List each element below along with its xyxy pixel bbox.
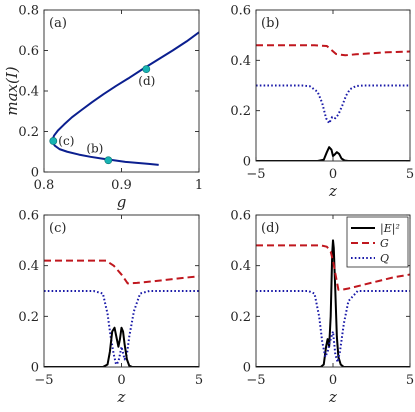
x-tick-label: −5 [34, 373, 53, 388]
x-axis-label: z [117, 388, 126, 406]
y-tick-label: 0.6 [230, 4, 251, 19]
y-tick-label: 0.4 [230, 259, 251, 274]
y-tick-label: 0 [31, 166, 39, 181]
y-tick-label: 0 [31, 361, 39, 376]
x-tick-label: 0.8 [34, 178, 55, 193]
y-axis-label: max(I) [3, 66, 21, 115]
y-tick-label: 0 [243, 155, 251, 170]
series-G-line [256, 244, 410, 291]
marker-point [49, 137, 58, 145]
y-tick-label: 0.4 [18, 259, 39, 274]
series-G-line [256, 44, 410, 57]
x-tick-label: 5 [406, 373, 414, 388]
legend: |E|²GQ [346, 216, 409, 268]
marker-label: (b) [86, 141, 103, 155]
y-tick-label: 0.2 [18, 125, 39, 140]
x-tick-label: 0 [329, 373, 337, 388]
marker-label: (c) [58, 134, 74, 148]
x-tick-label: 5 [195, 373, 203, 388]
y-tick-label: 0.2 [230, 104, 251, 119]
panel-label: (c) [49, 221, 66, 236]
y-tick-label: 0.2 [230, 310, 251, 325]
panel-c: −5 0 500.20.40.6z(c) [18, 209, 203, 407]
x-tick-label: 0.9 [111, 178, 132, 193]
x-tick-label: −5 [246, 373, 265, 388]
x-tick-label: −5 [246, 167, 265, 182]
series-Q-line [256, 290, 410, 363]
legend-label-E: |E|² [380, 222, 400, 236]
panel-label: (a) [49, 16, 67, 31]
series-G-line [44, 259, 199, 285]
y-tick-label: 0 [243, 361, 251, 376]
x-tick-label: 5 [406, 167, 414, 182]
legend-label-G: G [380, 237, 389, 250]
y-tick-label: 0.6 [18, 44, 39, 59]
series-Q-line [44, 290, 199, 366]
y-tick-label: 0.4 [230, 54, 251, 69]
panel-label: (d) [261, 221, 279, 236]
panel-a: (c) (b) (d) 0.8 0.9 1 0 0.2 0.4 0.6 0.8 g max(I) (a) [3, 4, 203, 212]
legend-label-Q: Q [380, 252, 389, 265]
x-axis-label: z [328, 388, 337, 406]
x-axis-label: z [328, 182, 337, 200]
y-tick-label: 0.2 [18, 310, 39, 325]
panel-b: −5 0 500.20.40.6z(b) [230, 4, 414, 201]
x-tick-label: 1 [195, 178, 203, 193]
marker-label: (d) [138, 74, 155, 88]
y-tick-label: 0.6 [230, 209, 251, 224]
series-E-line [256, 146, 410, 161]
panel-d: −5 0 500.20.40.6z(d) |E|²GQ [230, 209, 414, 407]
y-tick-label: 0.8 [18, 4, 39, 19]
x-axis-label: g [117, 193, 127, 211]
series-E-line [44, 326, 199, 367]
x-tick-label: 0 [329, 167, 337, 182]
y-tick-label: 0.6 [18, 209, 39, 224]
marker-point [142, 65, 151, 74]
panel-label: (b) [261, 16, 279, 31]
series-curve-line [51, 31, 199, 166]
y-tick-label: 0.4 [18, 85, 39, 100]
marker-point [104, 156, 113, 165]
x-tick-label: 0 [117, 373, 125, 388]
series-Q-line [256, 84, 410, 125]
